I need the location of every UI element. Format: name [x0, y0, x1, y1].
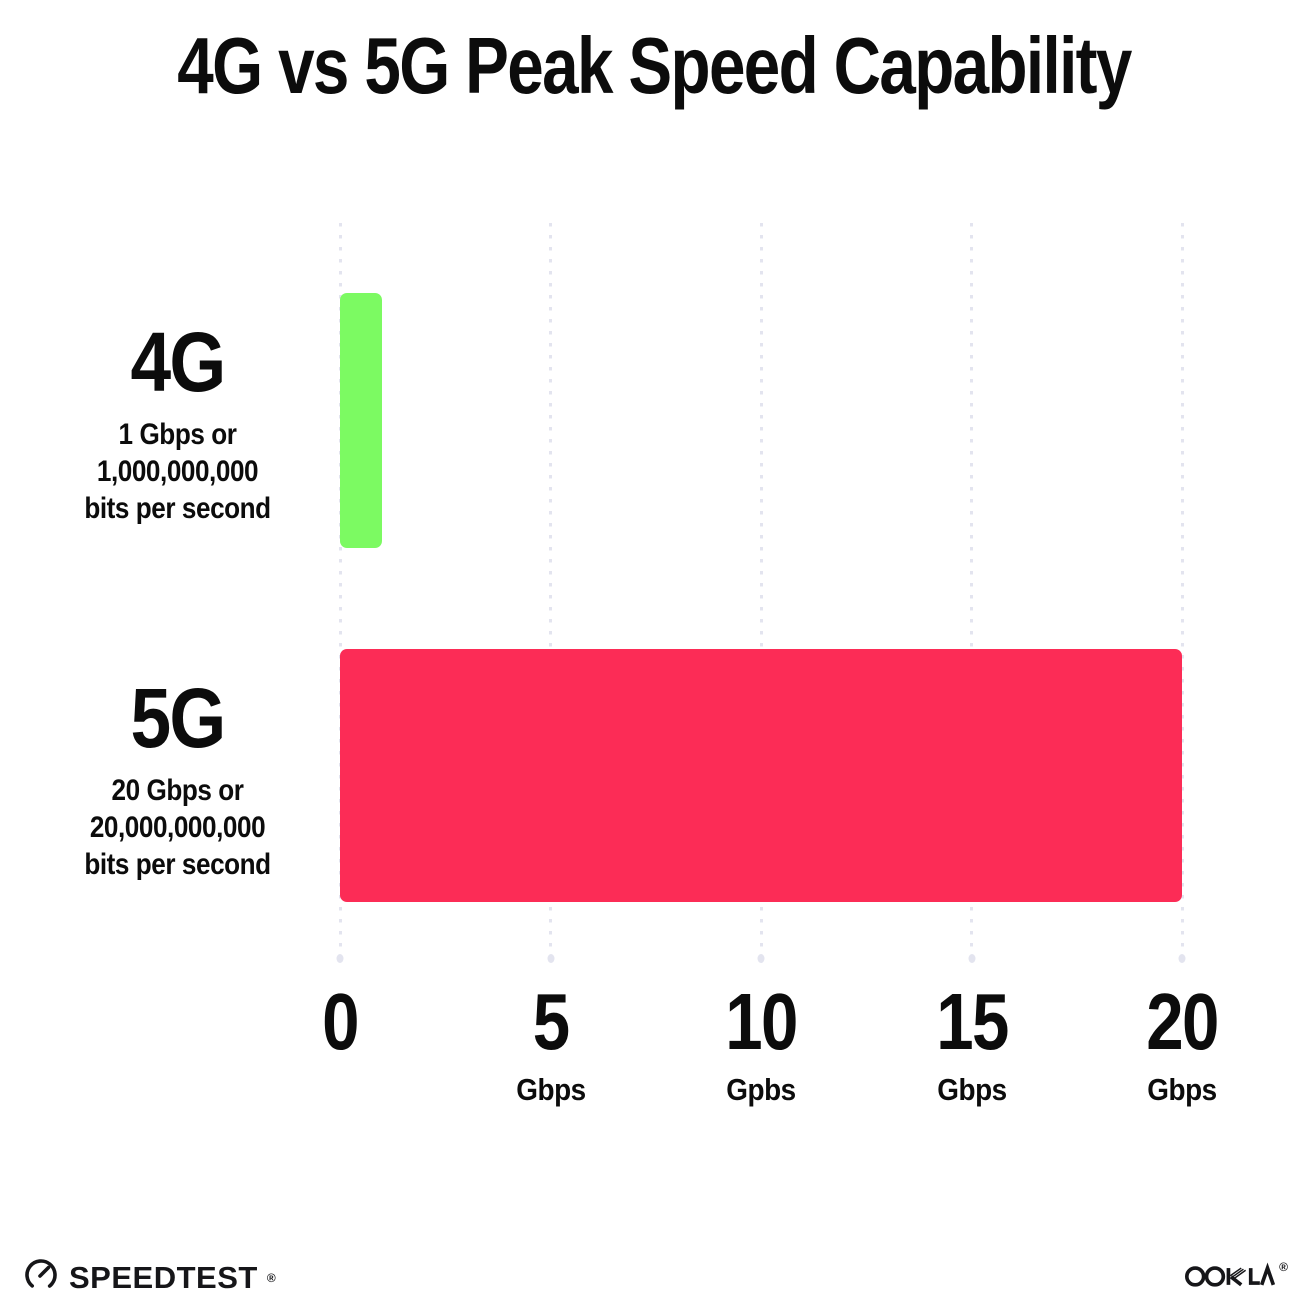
- gridline-15: [970, 223, 973, 955]
- x-tick-5-value: 5: [532, 977, 570, 1066]
- x-tick-10-value: 10: [725, 977, 798, 1066]
- speedtest-trademark-symbol: ®: [266, 1270, 276, 1285]
- ookla-wordmark-icon: [1185, 1260, 1277, 1295]
- plot-area: [338, 223, 1184, 955]
- ookla-trademark-symbol: ®: [1279, 1260, 1288, 1274]
- sublabel-4g-line3: bits per second: [84, 492, 271, 525]
- x-tick-15-unit: Gbps: [936, 1072, 1007, 1107]
- bar-4g: [340, 293, 383, 548]
- bar-5g: [340, 649, 1182, 902]
- chart-title: 4G vs 5G Peak Speed Capability: [177, 21, 1132, 110]
- category-name-5g: 5G: [130, 671, 226, 765]
- gridline-5: [549, 223, 552, 955]
- sublabel-4g-line2: 1,000,000,000: [96, 455, 259, 488]
- x-tick-5: 5 Gbps: [512, 982, 589, 1108]
- x-tick-10: 10 Gpbs: [719, 982, 804, 1108]
- x-tick-15: 15 Gbps: [929, 982, 1014, 1108]
- speedtest-gauge-icon: [22, 1256, 60, 1299]
- category-label-5g: 5G 20 Gbps or 20,000,000,000 bits per se…: [62, 676, 293, 883]
- ookla-logo: ®: [1185, 1260, 1288, 1295]
- gridline-10: [759, 223, 763, 955]
- x-tick-5-unit: Gbps: [515, 1072, 586, 1107]
- x-tick-15-value: 15: [935, 977, 1009, 1066]
- sublabel-5g-line2: 20,000,000,000: [89, 811, 266, 844]
- x-tick-20-value: 20: [1146, 977, 1219, 1066]
- x-tick-20-unit: Gbps: [1147, 1072, 1217, 1107]
- speedtest-logo: SPEEDTEST ®: [22, 1256, 276, 1299]
- x-tick-10-unit: Gpbs: [726, 1072, 796, 1107]
- category-label-4g: 4G 1 Gbps or 1,000,000,000 bits per seco…: [62, 320, 293, 527]
- gridline-0: [338, 223, 342, 955]
- x-tick-20: 20 Gbps: [1140, 982, 1225, 1108]
- x-axis: 0 5 Gbps 10 Gpbs 15 Gbps 20 Gbps: [322, 982, 1219, 1112]
- gridline-20: [1180, 223, 1184, 955]
- category-name-4g: 4G: [130, 315, 226, 409]
- sublabel-5g-line1: 20 Gbps or: [111, 774, 244, 807]
- category-sublabel-5g: 20 Gbps or 20,000,000,000 bits per secon…: [62, 772, 293, 883]
- speedtest-wordmark: SPEEDTEST: [69, 1260, 258, 1295]
- sublabel-5g-line3: bits per second: [84, 848, 271, 881]
- x-tick-0: 0: [319, 982, 362, 1072]
- category-sublabel-4g: 1 Gbps or 1,000,000,000 bits per second: [62, 416, 293, 527]
- x-tick-0-value: 0: [322, 977, 359, 1066]
- sublabel-4g-line1: 1 Gbps or: [118, 418, 237, 451]
